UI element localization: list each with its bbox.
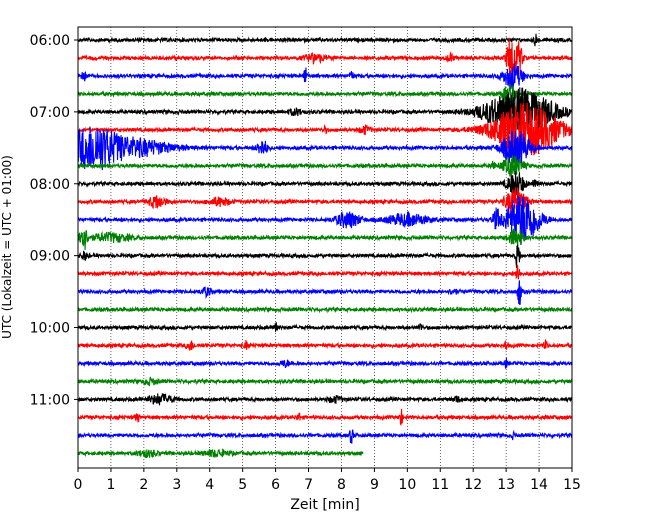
trace-1015: [77, 339, 573, 351]
x-tick-label-15: 15: [563, 477, 581, 493]
x-tick-label-10: 10: [398, 477, 416, 493]
x-tick-label-2: 2: [139, 477, 148, 493]
trace-0915: [77, 263, 573, 280]
x-tick-label-11: 11: [431, 477, 449, 493]
trace-0845: [77, 228, 573, 251]
trace-0930: [77, 280, 573, 306]
trace-1115: [77, 408, 573, 427]
y-tick-label-0600: 06:00: [30, 33, 70, 49]
x-tick-label-9: 9: [370, 477, 379, 493]
trace-layer: [77, 33, 573, 459]
x-tick-label-14: 14: [530, 477, 548, 493]
y-tick-label-1100: 11:00: [30, 392, 70, 408]
y-tick-label-1000: 10:00: [30, 321, 70, 337]
trace-0830: [77, 195, 573, 245]
trace-0700: [77, 87, 573, 138]
trace-1000: [77, 322, 573, 332]
x-tick-label-0: 0: [74, 477, 83, 493]
trace-0715: [77, 102, 573, 156]
plot-frame: [77, 26, 573, 469]
trace-0645: [77, 83, 573, 105]
trace-1145: [77, 448, 364, 459]
x-tick-label-1: 1: [106, 477, 115, 493]
trace-0945: [77, 305, 573, 314]
y-tick-label-0700: 07:00: [30, 105, 70, 121]
y-axis: 06:00 07:00 08:00 09:00 10:00 11:00: [30, 33, 78, 408]
x-axis-label: Zeit [min]: [290, 497, 359, 513]
x-axis: 0 1 2 3 4 5 6 7 8 9 10 11 12 13 14 15: [74, 468, 581, 493]
x-tick-label-6: 6: [271, 477, 280, 493]
y-axis-label: UTC (Lokalzeit = UTC + 01:00): [0, 155, 14, 339]
trace-0730: [77, 126, 573, 171]
trace-1100: [77, 393, 573, 406]
trace-0745: [77, 155, 573, 177]
y-tick-label-0900: 09:00: [30, 249, 70, 265]
x-tick-label-5: 5: [238, 477, 247, 493]
x-tick-label-7: 7: [304, 477, 313, 493]
x-tick-label-3: 3: [172, 477, 181, 493]
trace-0630: [77, 63, 573, 90]
trace-0800: [77, 171, 573, 196]
trace-0615: [77, 37, 573, 83]
x-tick-label-12: 12: [464, 477, 482, 493]
trace-0600: [77, 33, 573, 47]
trace-1045: [77, 376, 573, 387]
y-tick-label-0800: 08:00: [30, 177, 70, 193]
trace-0815: [77, 187, 573, 215]
x-tick-label-4: 4: [205, 477, 214, 493]
x-tick-label-8: 8: [337, 477, 346, 493]
trace-0900: [77, 244, 573, 269]
trace-1130: [77, 429, 573, 444]
x-tick-label-13: 13: [497, 477, 515, 493]
trace-1030: [77, 357, 573, 369]
